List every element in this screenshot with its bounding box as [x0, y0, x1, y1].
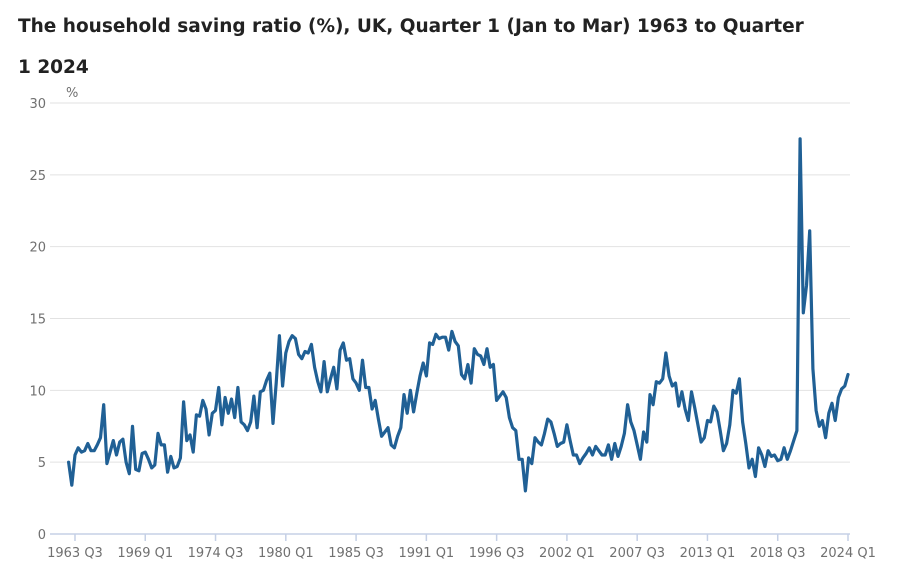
x-tick-label: 2002 Q1 [539, 546, 595, 561]
x-tick-label: 1980 Q1 [258, 546, 314, 561]
y-tick-label: 10 [29, 384, 46, 399]
y-tick-label: 25 [29, 169, 46, 184]
y-tick-label: 30 [29, 97, 46, 112]
x-tick-label: 1991 Q1 [398, 546, 454, 561]
x-tick-label: 1985 Q3 [328, 546, 384, 561]
x-tick-label: 1996 Q3 [469, 546, 525, 561]
y-tick-label: 0 [38, 528, 46, 543]
y-tick-label: 5 [38, 456, 46, 471]
x-tick-label: 2018 Q3 [750, 546, 806, 561]
x-tick-label: 1969 Q1 [117, 546, 173, 561]
chart-title: The household saving ratio (%), UK, Quar… [18, 16, 804, 78]
x-tick-label: 2024 Q1 [820, 546, 876, 561]
x-tick-label: 1974 Q3 [188, 546, 244, 561]
y-axis-unit-label: % [66, 86, 78, 101]
y-tick-label: 20 [29, 241, 46, 256]
x-tick-label: 1963 Q3 [47, 546, 103, 561]
series-line [67, 137, 850, 493]
y-tick-label: 15 [29, 313, 46, 328]
x-axis-ticks: 1963 Q3 1969 Q1 1974 Q3 1980 Q1 1985 Q3 1991 … [47, 534, 876, 561]
gridlines [50, 102, 850, 463]
x-tick-label: 2013 Q1 [680, 546, 736, 561]
y-axis-ticks: 0 5 10 15 20 25 30 [29, 97, 46, 543]
x-tick-label: 2007 Q3 [609, 546, 665, 561]
